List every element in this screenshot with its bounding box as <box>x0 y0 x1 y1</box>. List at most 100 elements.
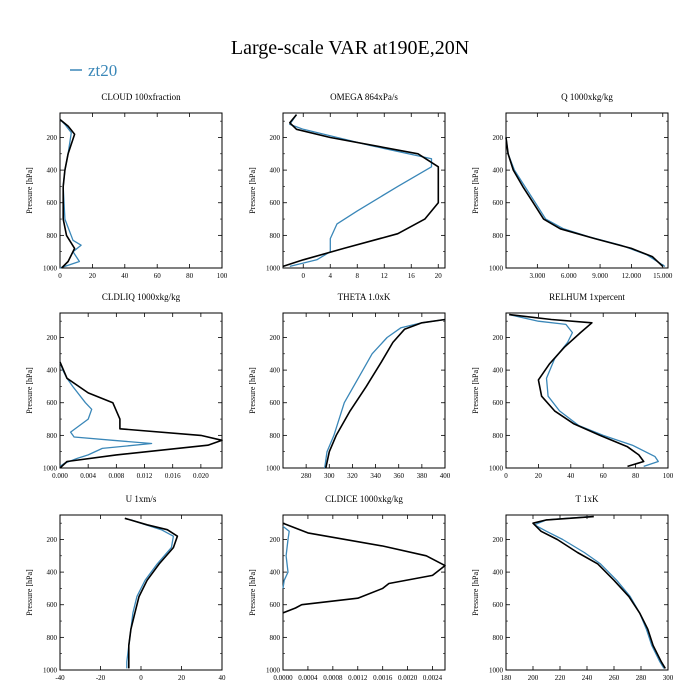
y-tick-label: 600 <box>493 601 504 609</box>
x-tick-label: 380 <box>417 472 428 480</box>
y-axis-label: Pressure [hPa] <box>248 167 257 214</box>
x-tick-label: 80 <box>632 472 640 480</box>
y-tick-label: 600 <box>47 399 58 407</box>
series-line-reference <box>532 515 666 669</box>
y-tick-label: 1000 <box>489 667 504 675</box>
y-tick-label: 200 <box>47 334 58 342</box>
x-tick-label: 360 <box>393 472 404 480</box>
x-tick-label: 0.020 <box>193 472 209 480</box>
y-tick-label: 600 <box>270 399 281 407</box>
y-axis-label: Pressure [hPa] <box>248 367 257 414</box>
x-tick-label: 340 <box>370 472 381 480</box>
x-tick-label: 0.0024 <box>423 674 443 682</box>
series-line-zt20 <box>533 515 665 669</box>
y-tick-label: 200 <box>47 134 58 142</box>
x-tick-label: 4 <box>329 272 333 280</box>
x-tick-label: 400 <box>440 472 451 480</box>
x-tick-label: 8 <box>356 272 360 280</box>
x-tick-label: 60 <box>154 272 162 280</box>
x-tick-label: 0.0000 <box>273 674 293 682</box>
y-tick-label: 600 <box>493 399 504 407</box>
legend: zt20 <box>70 61 117 80</box>
y-tick-label: 400 <box>493 167 504 175</box>
series-line-reference <box>509 313 645 468</box>
y-tick-label: 200 <box>47 536 58 544</box>
x-tick-label: 0.0004 <box>298 674 318 682</box>
series-line-zt20 <box>282 525 290 589</box>
y-tick-label: 800 <box>47 232 58 240</box>
panel-title: RELHUM 1xpercent <box>549 292 625 302</box>
plot-frame <box>282 514 446 671</box>
series-line-zt20 <box>505 137 666 267</box>
legend-label-zt20: zt20 <box>88 61 117 80</box>
y-tick-label: 800 <box>270 432 281 440</box>
x-tick-label: 300 <box>324 472 335 480</box>
y-tick-label: 800 <box>493 634 504 642</box>
y-tick-label: 400 <box>270 367 281 375</box>
y-tick-label: 600 <box>270 601 281 609</box>
plot-frame <box>59 112 223 269</box>
x-tick-label: 180 <box>501 674 512 682</box>
y-tick-label: 1000 <box>43 667 58 675</box>
panel-title: U 1xm/s <box>126 494 157 504</box>
series-line-zt20 <box>324 318 446 469</box>
y-tick-label: 1000 <box>489 465 504 473</box>
y-tick-label: 800 <box>47 634 58 642</box>
x-tick-label: 0.0008 <box>323 674 343 682</box>
y-tick-label: 200 <box>493 334 504 342</box>
series-line-reference <box>59 361 223 469</box>
x-tick-label: 0 <box>504 472 508 480</box>
x-tick-label: 3.000 <box>529 272 545 280</box>
y-tick-label: 600 <box>47 199 58 207</box>
y-tick-label: 400 <box>47 367 58 375</box>
series-line-reference <box>59 118 76 269</box>
series-line-zt20 <box>59 361 153 467</box>
series-line-reference <box>282 114 440 268</box>
x-tick-label: 16 <box>408 272 416 280</box>
x-tick-label: 20 <box>89 272 97 280</box>
y-tick-label: 1000 <box>266 667 281 675</box>
x-tick-label: 40 <box>219 674 227 682</box>
y-tick-label: 800 <box>493 232 504 240</box>
y-tick-label: 400 <box>270 167 281 175</box>
y-tick-label: 1000 <box>43 265 58 273</box>
panel-title: CLDLIQ 1000xkg/kg <box>102 292 181 302</box>
x-tick-label: 20 <box>178 674 186 682</box>
y-tick-label: 400 <box>270 569 281 577</box>
x-tick-label: 280 <box>636 674 647 682</box>
x-tick-label: 0.0020 <box>398 674 418 682</box>
y-tick-label: 1000 <box>266 465 281 473</box>
x-tick-label: 12.000 <box>622 272 642 280</box>
panel-4: CLDLIQ 1000xkg/kg Pressure [hPa] 1000 800 60… <box>25 292 223 480</box>
x-tick-label: 0.004 <box>80 472 96 480</box>
x-tick-label: 12 <box>381 272 389 280</box>
y-tick-label: 200 <box>493 134 504 142</box>
panel-title: OMEGA 864xPa/s <box>330 92 398 102</box>
panel-title: Q 1000xkg/kg <box>561 92 613 102</box>
y-axis-label: Pressure [hPa] <box>25 569 34 616</box>
series-line-reference <box>325 318 446 469</box>
plot-frame <box>282 312 446 469</box>
y-tick-label: 1000 <box>489 265 504 273</box>
y-tick-label: 200 <box>270 536 281 544</box>
y-tick-label: 200 <box>493 536 504 544</box>
y-tick-label: 200 <box>270 334 281 342</box>
y-tick-label: 1000 <box>266 265 281 273</box>
x-tick-label: 280 <box>301 472 312 480</box>
panel-5: THETA 1.0xK Pressure [hPa] 1000 800 600 400 20… <box>248 292 451 480</box>
x-tick-label: -40 <box>55 674 65 682</box>
plot-frame <box>505 112 669 269</box>
panel-9: T 1xK Pressure [hPa] 1000 800 600 400 200 180 20… <box>471 494 674 682</box>
x-tick-label: 100 <box>663 472 674 480</box>
plot-frame <box>505 514 669 671</box>
x-tick-label: 200 <box>528 674 539 682</box>
y-tick-label: 800 <box>47 432 58 440</box>
x-tick-label: 0 <box>58 272 62 280</box>
y-axis-label: Pressure [hPa] <box>471 569 480 616</box>
y-tick-label: 800 <box>493 432 504 440</box>
y-tick-label: 400 <box>47 569 58 577</box>
x-tick-label: 220 <box>555 674 566 682</box>
